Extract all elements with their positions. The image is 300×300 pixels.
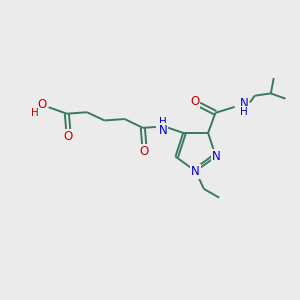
Text: O: O [38,98,47,111]
Text: N: N [212,150,221,163]
Text: O: O [64,130,73,143]
Text: H: H [159,117,167,127]
Text: H: H [240,106,248,117]
Text: N: N [158,124,167,137]
Text: O: O [140,145,149,158]
Text: N: N [240,98,248,110]
Text: H: H [31,107,38,118]
Text: N: N [191,165,200,178]
Text: O: O [190,95,200,108]
